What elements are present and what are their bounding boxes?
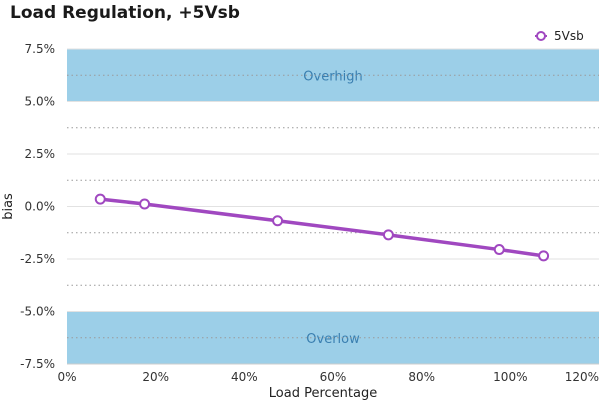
x-tick-label: 120%	[565, 370, 599, 384]
x-tick-label: 20%	[142, 370, 169, 384]
x-tick-label: 80%	[408, 370, 435, 384]
data-point	[493, 244, 505, 256]
y-tick-label: 5.0%	[25, 95, 56, 109]
x-axis-ticks: 0% 20% 40% 60% 80% 100% 120%	[57, 370, 599, 384]
x-tick-label: 60%	[320, 370, 347, 384]
legend-marker	[536, 31, 546, 41]
data-point	[382, 229, 394, 241]
y-axis-title: bias	[1, 193, 16, 220]
y-tick-label: -5.0%	[20, 305, 55, 319]
x-axis-title: Load Percentage	[269, 386, 377, 401]
y-axis-ticks: 7.5% 5.0% 2.5% 0.0% -2.5% -5.0% -7.5%	[20, 42, 55, 371]
gridlines	[67, 48, 599, 365]
data-point	[139, 198, 151, 210]
data-point	[94, 193, 106, 205]
chart-title: Load Regulation, +5Vsb	[10, 3, 240, 23]
x-tick-label: 40%	[231, 370, 258, 384]
series-line	[100, 197, 544, 258]
legend-label[interactable]: 5Vsb	[554, 29, 584, 43]
series-lines	[94, 193, 550, 262]
x-tick-label: 100%	[493, 370, 527, 384]
y-tick-label: -7.5%	[20, 357, 55, 371]
y-tick-label: 7.5%	[25, 42, 56, 56]
y-tick-label: 0.0%	[25, 200, 56, 214]
x-tick-label: 0%	[57, 370, 76, 384]
data-point	[272, 215, 284, 227]
band-label-overlow: Overlow	[306, 332, 360, 347]
y-tick-label: 2.5%	[25, 147, 56, 161]
data-point	[538, 250, 550, 262]
band-label-overhigh: Overhigh	[303, 69, 362, 84]
legend[interactable]: 5Vsb	[535, 29, 584, 43]
y-tick-label: -2.5%	[20, 252, 55, 266]
